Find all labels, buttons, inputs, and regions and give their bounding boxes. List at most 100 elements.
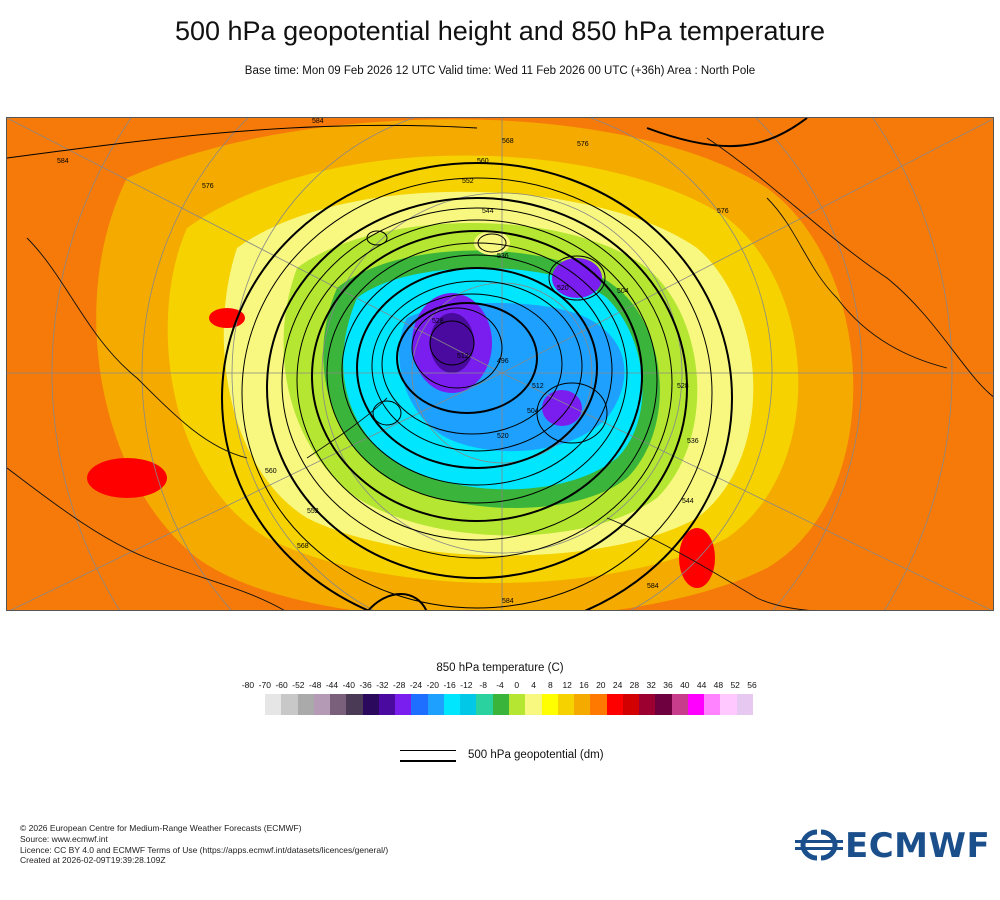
scale-tick-label: -12 xyxy=(460,680,473,690)
scale-tick-label: 0 xyxy=(514,680,520,690)
credit-line: Created at 2026-02-09T19:39:28.109Z xyxy=(20,855,166,866)
contour-label: 536 xyxy=(497,253,509,260)
contour-label: 496 xyxy=(497,358,509,365)
scale-swatch xyxy=(606,694,623,715)
scale-swatch xyxy=(265,694,282,715)
temperature-color-scale xyxy=(265,694,753,715)
contour-label: 584 xyxy=(647,583,659,590)
contour-label: 520 xyxy=(557,285,569,292)
scale-tick-label: -40 xyxy=(342,680,355,690)
scale-tick-label: 16 xyxy=(579,680,589,690)
scale-swatch xyxy=(378,694,396,715)
scale-swatch xyxy=(476,694,493,715)
scale-tick-label: 8 xyxy=(548,680,553,690)
contour-label: 576 xyxy=(577,141,589,148)
contour-label: 560 xyxy=(265,468,277,475)
cold-core-east xyxy=(542,390,582,426)
contour-label: 584 xyxy=(312,118,324,125)
contour-label: 576 xyxy=(717,208,729,215)
scale-swatch xyxy=(330,694,347,715)
scale-tick-label: -20 xyxy=(426,680,439,690)
contour-label: 512 xyxy=(457,353,469,360)
scale-tick-label: -48 xyxy=(309,680,322,690)
cold-core-west-inner xyxy=(430,313,474,373)
contour-label: 568 xyxy=(297,543,309,550)
contour-label: 504 xyxy=(617,288,629,295)
contour-label: 536 xyxy=(687,438,699,445)
scale-swatch xyxy=(395,694,412,715)
scale-swatch xyxy=(313,694,331,715)
warm-pocket-north xyxy=(474,231,510,255)
scale-swatch xyxy=(460,694,477,715)
contour-label: 544 xyxy=(682,498,694,505)
credit-line: Source: www.ecmwf.int xyxy=(20,833,108,844)
scale-tick-label: 52 xyxy=(730,680,740,690)
scale-swatch xyxy=(297,694,314,715)
ecmwf-logo-text: ECMWF xyxy=(845,826,991,866)
geopotential-legend-label: 500 hPa geopotential (dm) xyxy=(468,749,604,761)
contour-label: 504 xyxy=(527,408,539,415)
scale-tick-label: 44 xyxy=(696,680,707,690)
contour-label: 512 xyxy=(532,383,544,390)
scale-tick-label: -32 xyxy=(376,680,389,690)
scale-tick-label: 56 xyxy=(747,680,757,690)
polar-map: 584 584 576 568 560 552 544 536 528 520 … xyxy=(7,118,993,610)
ecmwf-logo-icon xyxy=(795,829,843,861)
contour-label: 576 xyxy=(202,183,214,190)
scale-swatch xyxy=(655,694,672,715)
credit-line: Licence: CC BY 4.0 and ECMWF Terms of Us… xyxy=(20,844,389,855)
contour-label: 528 xyxy=(432,318,444,325)
scale-swatch xyxy=(736,694,753,715)
contour-label: 552 xyxy=(462,178,474,185)
contour-label: 544 xyxy=(482,208,494,215)
geopotential-contours xyxy=(7,118,808,610)
contour-label: 584 xyxy=(57,158,69,165)
scale-swatch xyxy=(346,694,363,715)
scale-swatch xyxy=(362,694,379,715)
scale-swatch xyxy=(557,694,575,715)
scale-tick-label: -60 xyxy=(275,680,288,690)
scale-swatch xyxy=(590,694,607,715)
scale-swatch xyxy=(525,694,542,715)
contour-label-group: 584 584 576 568 560 552 544 536 528 520 … xyxy=(57,118,729,605)
scale-swatch xyxy=(622,694,640,715)
scale-tick-label: 40 xyxy=(680,680,690,690)
scale-swatch xyxy=(281,694,298,715)
map-panel: 584 584 576 568 560 552 544 536 528 520 … xyxy=(6,117,994,611)
scale-tick-label: -8 xyxy=(479,680,487,690)
contour-label: 584 xyxy=(502,598,514,605)
scale-swatch xyxy=(639,694,656,715)
scale-tick-label: 20 xyxy=(596,680,606,690)
scale-tick-label: 4 xyxy=(531,680,536,690)
scale-tick-label: -36 xyxy=(359,680,372,690)
cold-core-north xyxy=(552,258,602,298)
hot-spot-southwest xyxy=(87,458,167,498)
scale-tick-label: 36 xyxy=(663,680,673,690)
scale-tick-label: 12 xyxy=(562,680,572,690)
scale-swatch xyxy=(443,694,461,715)
scale-swatch xyxy=(492,694,509,715)
ecmwf-logo: ECMWF xyxy=(795,826,990,866)
contour-label: 568 xyxy=(502,138,514,145)
temperature-scale-labels: -80 -70 -60 -52 -48 -44 -40 -36 -32 -28 -24 -20 -16-… xyxy=(0,680,1000,692)
scale-swatch xyxy=(427,694,444,715)
geopotential-line-sample xyxy=(400,750,456,762)
scale-swatch xyxy=(671,694,688,715)
scale-tick-label: 28 xyxy=(629,680,640,690)
scale-swatch xyxy=(720,694,737,715)
scale-tick-label: -16 xyxy=(443,680,456,690)
chart-title: 500 hPa geopotential height and 850 hPa … xyxy=(174,16,825,46)
chart-subtitle: Base time: Mon 09 Feb 2026 12 UTC Valid … xyxy=(244,65,756,77)
scale-tick-label: -44 xyxy=(325,680,339,690)
scale-tick-label: -28 xyxy=(393,680,406,690)
scale-tick-label: -52 xyxy=(292,680,305,690)
scale-tick-label: -4 xyxy=(496,680,504,690)
scale-tick-label: 24 xyxy=(612,680,623,690)
scale-swatch xyxy=(574,694,591,715)
scale-swatch xyxy=(508,694,526,715)
credit-line: © 2026 European Centre for Medium-Range … xyxy=(20,823,302,833)
scale-tick-label: 48 xyxy=(713,680,724,690)
scale-tick-label: -80 xyxy=(241,680,255,690)
contour-label: 552 xyxy=(307,508,319,515)
coastlines xyxy=(7,137,993,610)
